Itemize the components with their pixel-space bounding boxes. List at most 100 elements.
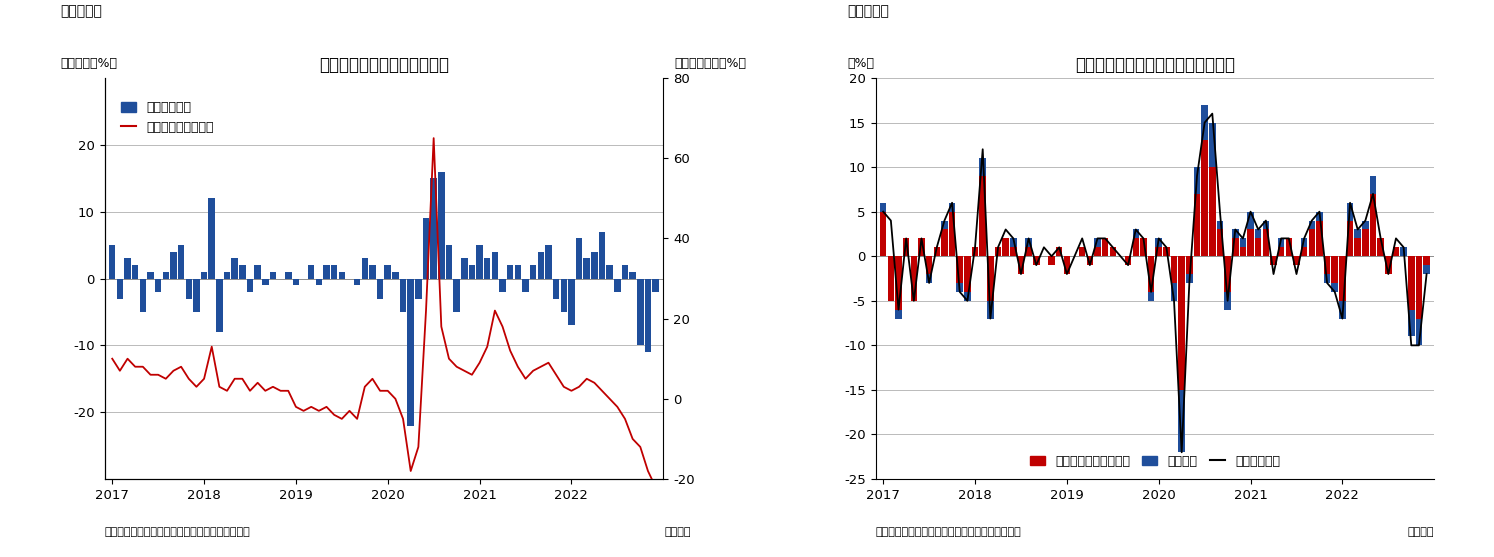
Bar [1424, 265, 1430, 274]
Bar [560, 278, 568, 312]
Bar [1233, 229, 1239, 238]
Bar [1331, 283, 1339, 292]
Bar [964, 256, 971, 292]
Bar [224, 272, 230, 278]
Bar [1262, 221, 1268, 229]
Bar [1324, 274, 1330, 283]
Bar [1186, 274, 1192, 283]
Bar [408, 278, 414, 426]
Bar [1002, 238, 1008, 256]
Bar [1155, 238, 1162, 247]
Bar [926, 256, 932, 274]
Bar [1147, 256, 1155, 292]
住宅許可件数 [1386, 235, 1404, 242]
Bar [629, 272, 636, 278]
住宅許可件数 [1418, 271, 1436, 277]
Bar [919, 238, 925, 256]
Bar [553, 278, 559, 299]
Bar [400, 278, 406, 312]
Text: （%）: （%） [847, 57, 874, 70]
Bar [1424, 256, 1430, 265]
住宅許可件数 [1256, 217, 1274, 224]
Bar [1355, 238, 1361, 256]
Bar [514, 265, 521, 278]
Bar [1216, 229, 1224, 256]
Bar [934, 247, 940, 256]
Text: （図表５）: （図表５） [60, 4, 102, 18]
Bar [1225, 292, 1231, 310]
Bar [1294, 256, 1300, 265]
Bar [1339, 301, 1346, 319]
Bar [964, 292, 971, 301]
住宅許可件数 [1188, 173, 1206, 179]
Bar [1407, 256, 1415, 310]
Bar [469, 265, 475, 278]
Bar [261, 278, 269, 285]
Bar [362, 258, 368, 278]
Bar [1416, 256, 1422, 319]
Bar [949, 203, 955, 212]
Bar [1132, 229, 1138, 238]
Bar [1247, 212, 1253, 229]
Bar [323, 265, 330, 278]
Bar [415, 278, 421, 299]
Bar [109, 245, 115, 278]
Bar [1225, 256, 1231, 292]
Bar [1416, 319, 1422, 345]
Bar [247, 278, 254, 292]
Bar [941, 229, 947, 256]
Bar [354, 278, 360, 285]
住宅許可件数 [1173, 449, 1191, 456]
Bar [530, 265, 536, 278]
Bar [1164, 247, 1170, 256]
Bar [599, 232, 605, 278]
Bar [423, 218, 429, 278]
Bar [1216, 221, 1224, 229]
Bar [545, 245, 551, 278]
住宅許可件数 [1058, 271, 1076, 277]
Bar [124, 258, 131, 278]
Bar [1309, 229, 1315, 256]
Bar [880, 212, 886, 256]
Bar [1201, 140, 1207, 256]
Bar [1079, 247, 1086, 256]
Bar [1363, 221, 1369, 229]
Bar [902, 238, 910, 256]
Bar [1155, 247, 1162, 256]
Bar [209, 198, 215, 278]
Bar [1233, 238, 1239, 256]
Bar [636, 278, 644, 345]
Bar [1201, 105, 1207, 140]
Bar [506, 265, 514, 278]
Bar [568, 278, 575, 325]
Bar [270, 272, 276, 278]
Bar [1407, 310, 1415, 336]
住宅許可件数 [1234, 235, 1252, 242]
Bar [1346, 203, 1354, 221]
Bar [1140, 238, 1147, 256]
Bar [315, 278, 323, 285]
Bar [1339, 256, 1346, 301]
Bar [163, 272, 169, 278]
Bar [1346, 221, 1354, 256]
Bar [1010, 247, 1016, 256]
Bar [285, 272, 291, 278]
Legend: 集合住宅（二戸以上）, 一戸建て, 住宅許可件数: 集合住宅（二戸以上）, 一戸建て, 住宅許可件数 [1025, 449, 1285, 473]
Bar [1316, 212, 1322, 221]
Bar [1392, 247, 1400, 256]
Bar [995, 247, 1001, 256]
Bar [988, 256, 994, 301]
Bar [232, 258, 238, 278]
Bar [895, 256, 902, 310]
Bar [988, 301, 994, 319]
Line: 住宅許可件数: 住宅許可件数 [883, 114, 1427, 452]
Bar [1179, 256, 1185, 390]
Bar [117, 278, 123, 299]
Text: （前月比、%）: （前月比、%） [60, 57, 117, 70]
Bar [1056, 247, 1062, 256]
Bar [1316, 221, 1322, 256]
Bar [1094, 247, 1101, 256]
Bar [941, 221, 947, 229]
Bar [1171, 256, 1177, 283]
Bar [607, 265, 613, 278]
